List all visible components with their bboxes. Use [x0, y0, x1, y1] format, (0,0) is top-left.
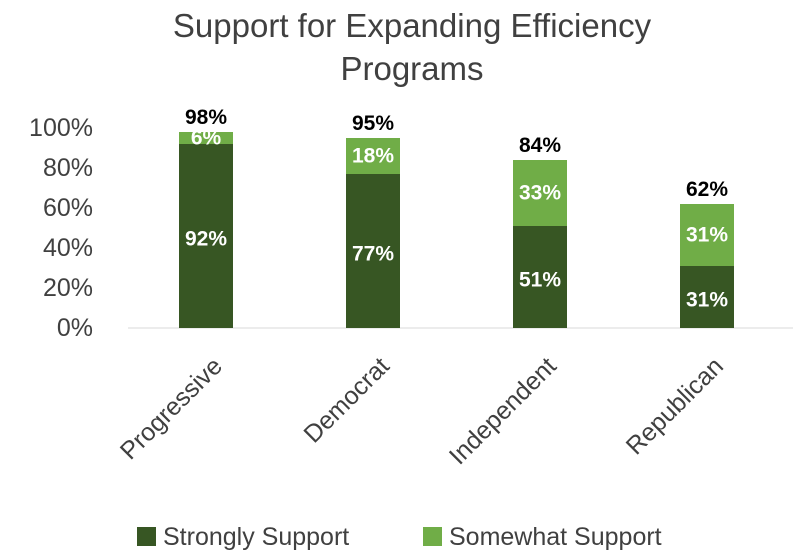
data-label: 77%: [352, 243, 394, 266]
data-label: 33%: [519, 182, 561, 205]
legend-swatch: [423, 527, 442, 546]
x-tick-label: Democrat: [298, 352, 394, 448]
x-tick-label: Independent: [444, 352, 562, 470]
bar-stack-republican: 31% 31% 62%: [680, 178, 734, 328]
y-tick-label: 100%: [29, 114, 93, 142]
x-tick-label: Progressive: [115, 352, 228, 465]
y-axis: 0% 20% 40% 60% 80% 100%: [29, 114, 93, 342]
legend-label: Strongly Support: [163, 523, 349, 551]
chart-title-line-1: Support for Expanding Efficiency: [173, 7, 652, 44]
total-label: 62%: [686, 178, 728, 201]
data-label: 92%: [185, 228, 227, 251]
bar-stack-progressive: 92% 6%98%: [179, 106, 233, 328]
total-label: 84%: [519, 134, 561, 157]
chart-title-line-2: Programs: [340, 50, 483, 87]
bar-segment-somewhat-support: [513, 160, 567, 226]
bar-segment-somewhat-support: [179, 132, 233, 144]
data-label: 31%: [686, 224, 728, 247]
y-tick-label: 40%: [43, 234, 93, 262]
y-tick-label: 60%: [43, 194, 93, 222]
x-tick-label: Republican: [621, 352, 729, 460]
legend-label: Somewhat Support: [449, 523, 662, 551]
chart-title: Support for Expanding Efficiency Program…: [173, 7, 652, 87]
legend-swatch: [137, 527, 156, 546]
bar-segment-strongly-support: [680, 266, 734, 328]
x-axis: Progressive Democrat Independent Republican: [115, 352, 729, 470]
bar-segment-somewhat-support: [680, 204, 734, 266]
bar-segment-strongly-support: [346, 174, 400, 328]
y-tick-label: 0%: [57, 314, 93, 342]
data-label: 51%: [519, 269, 561, 292]
y-tick-label: 80%: [43, 154, 93, 182]
legend: Strongly Support Somewhat Support: [137, 523, 662, 551]
bar-stack-independent: 51% 33% 84%: [513, 134, 567, 328]
data-label: 31%: [686, 289, 728, 312]
total-label: 95%: [352, 112, 394, 135]
bar-segment-strongly-support: [179, 144, 233, 328]
data-label: 6%: [191, 127, 222, 150]
bar-segment-strongly-support: [513, 226, 567, 328]
y-tick-label: 20%: [43, 274, 93, 302]
total-label: 98%: [185, 106, 227, 129]
bars: 92% 6%98% 77% 18% 95% 51% 33% 84% 31% 31% 62%: [179, 106, 734, 328]
data-label: 18%: [352, 145, 394, 168]
bar-segment-somewhat-support: [346, 138, 400, 174]
bar-stack-democrat: 77% 18% 95%: [346, 112, 400, 328]
